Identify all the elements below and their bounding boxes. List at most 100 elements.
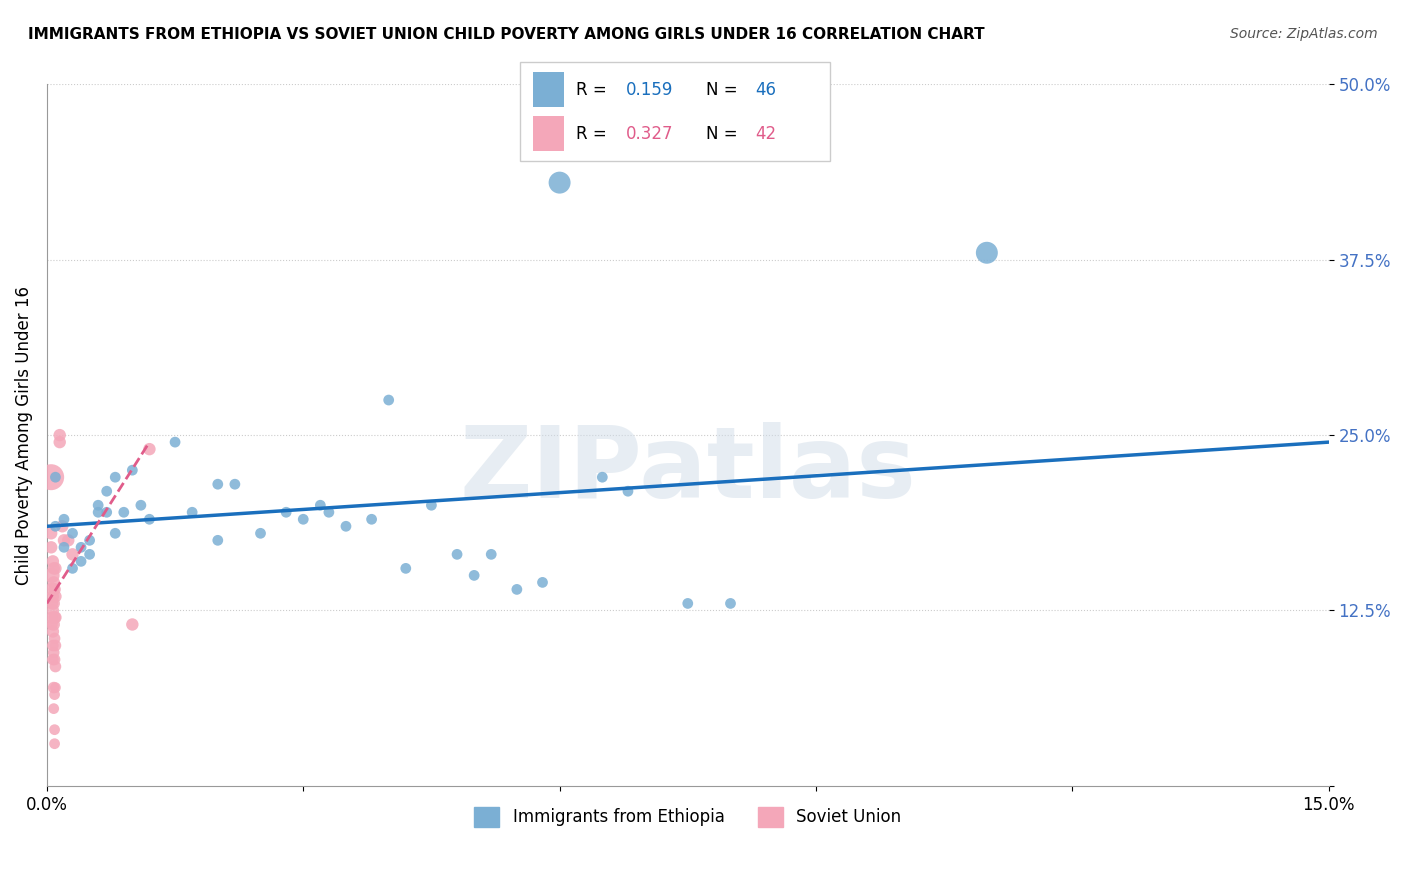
Point [42,681,65,695]
Point [42,646,65,660]
Point [44,561,66,575]
Point [39,470,62,484]
Text: N =: N = [706,81,742,99]
Text: R =: R = [576,125,612,143]
Point [42,652,65,666]
Point [51,519,73,533]
Point [44,652,66,666]
Point [207,477,229,491]
Point [44,610,66,624]
Point [44,519,66,533]
Point [276,505,298,519]
Point [39,541,62,555]
Point [44,639,66,653]
Point [318,505,340,519]
Point [41,610,63,624]
Point [121,463,143,477]
Point [249,526,271,541]
Point [207,533,229,548]
Point [79,547,101,561]
Point [41,582,63,597]
Point [41,568,63,582]
Point [138,512,160,526]
Point [62,547,84,561]
Point [292,512,315,526]
Point [42,603,65,617]
Point [676,596,699,610]
Point [138,442,160,457]
Point [48,428,70,442]
Point [87,505,110,519]
Point [463,568,485,582]
Point [44,737,66,751]
Point [720,596,742,610]
Point [181,505,204,519]
Point [531,575,554,590]
Point [42,701,65,715]
Point [165,435,187,450]
Point [591,470,613,484]
Point [479,547,502,561]
Point [121,617,143,632]
Point [44,470,66,484]
Point [48,435,70,450]
Point [44,723,66,737]
Point [42,561,65,575]
Point [53,533,76,548]
Point [42,624,65,639]
Point [129,498,152,512]
Point [42,639,65,653]
Point [58,533,80,548]
FancyBboxPatch shape [533,72,564,106]
Point [104,526,127,541]
Text: 42: 42 [755,125,776,143]
Point [42,590,65,604]
Point [79,533,101,548]
Text: R =: R = [576,81,612,99]
Text: IMMIGRANTS FROM ETHIOPIA VS SOVIET UNION CHILD POVERTY AMONG GIRLS UNDER 16 CORR: IMMIGRANTS FROM ETHIOPIA VS SOVIET UNION… [28,27,984,42]
Point [44,688,66,702]
Point [617,484,640,499]
Point [87,498,110,512]
Point [335,519,357,533]
Point [62,561,84,575]
Point [104,470,127,484]
Point [39,526,62,541]
FancyBboxPatch shape [520,62,830,161]
Point [395,561,418,575]
Point [42,554,65,568]
Point [420,498,443,512]
Point [53,541,76,555]
Point [377,392,399,407]
Point [41,596,63,610]
Point [506,582,529,597]
Point [96,505,118,519]
Point [42,596,65,610]
Point [53,512,76,526]
Point [224,477,246,491]
Text: 46: 46 [755,81,776,99]
Point [548,176,571,190]
Point [41,617,63,632]
Point [976,245,998,260]
Point [44,610,66,624]
Text: 0.159: 0.159 [626,81,672,99]
Point [70,554,93,568]
Y-axis label: Child Poverty Among Girls Under 16: Child Poverty Among Girls Under 16 [15,285,32,584]
Point [112,505,135,519]
Point [44,632,66,646]
Point [44,590,66,604]
Legend: Immigrants from Ethiopia, Soviet Union: Immigrants from Ethiopia, Soviet Union [468,800,908,833]
Point [44,582,66,597]
Point [309,498,332,512]
Point [96,484,118,499]
FancyBboxPatch shape [533,116,564,151]
Point [42,575,65,590]
Point [42,617,65,632]
Point [44,659,66,673]
Point [62,526,84,541]
Text: ZIPatlas: ZIPatlas [460,422,917,518]
Point [44,681,66,695]
Text: Source: ZipAtlas.com: Source: ZipAtlas.com [1230,27,1378,41]
Point [70,541,93,555]
